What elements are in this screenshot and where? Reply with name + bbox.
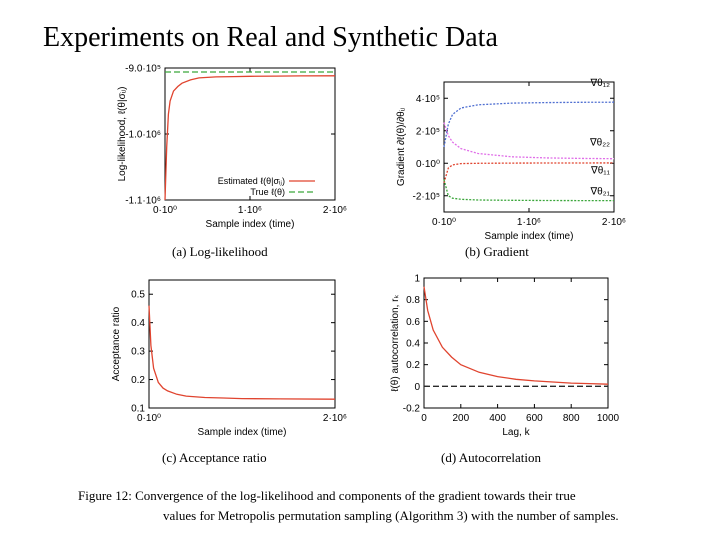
series-line [148,305,336,400]
y-tick-label: -0.2 [403,404,421,415]
x-tick-label: 0·10⁰ [153,205,177,216]
x-tick-label: 0·10⁰ [137,413,161,424]
caption-autocorrelation: (d) Autocorrelation [441,450,541,465]
plot-frame [443,81,615,213]
caption-acceptance-ratio: (c) Acceptance ratio [162,450,267,465]
series-line [443,162,615,183]
plot-frame [423,277,609,409]
y-axis-label: Log-likelihood, ℓ(θ|σᵢⱼ) [117,87,128,182]
chart-gradient: 4·10⁵ 2·10⁵ 0·10⁰ -2·10⁵ 0·10⁰ 1·10⁶ 2·10⁶ Samp… [378,60,638,242]
legend-label: ∇θ₂₁ [589,187,610,198]
figure-caption: Figure 12: Convergence of the log-likeli… [78,486,658,526]
x-tick-label: 2·10⁶ [323,413,347,424]
series-line [443,122,615,160]
y-tick-label: 0.4 [131,318,145,329]
y-tick-label: 2·10⁵ [416,126,440,137]
y-tick-label: 0.1 [131,404,145,415]
y-tick-label: 0.4 [406,339,420,350]
y-tick-label: -2·10⁵ [413,191,441,202]
x-tick-label: 2·10⁶ [602,217,626,228]
y-tick-label: 1 [414,274,420,285]
y-tick-label: -1.1·10⁶ [125,196,161,207]
series-line [443,179,614,202]
y-tick-label: 0.8 [406,295,420,306]
figure-label: Figure 12: [78,488,132,503]
y-axis-label: Gradient ∂ℓ(θ)/∂θᵢⱼ [396,108,407,186]
x-tick-label: 1·10⁶ [238,205,262,216]
chart-autocorrelation: 1 0.8 0.6 0.4 0.2 0 -0.2 0 200 400 600 800 1000 Lag, … [378,268,638,448]
x-tick-label: 600 [526,413,543,424]
y-tick-label: -1.0·10⁶ [125,130,161,141]
x-tick-label: 1·10⁶ [517,217,541,228]
y-tick-label: -9.0·10⁵ [125,64,161,75]
y-tick-label: 0·10⁰ [416,159,440,170]
x-tick-label: 2·10⁶ [323,205,347,216]
x-tick-label: 0·10⁰ [432,217,456,228]
y-tick-label: 0.6 [406,317,420,328]
x-axis-label: Lag, k [502,427,530,438]
x-tick-label: 0 [421,413,427,424]
plot-frame [148,279,336,409]
y-tick-label: 0.2 [406,360,420,371]
legend-label: ∇θ₁₂ [589,78,610,89]
y-axis-label: ℓ(θ) autocorrelation, rₖ [390,294,401,392]
y-tick-label: 0.2 [131,375,145,386]
chart-acceptance-ratio: 0.5 0.4 0.3 0.2 0.1 0·10⁰ 2·10⁶ Sample index (t… [95,268,347,448]
series-line [443,101,615,148]
caption-log-likelihood: (a) Log-likelihood [172,244,268,259]
x-tick-label: 800 [563,413,580,424]
x-tick-label: 400 [489,413,506,424]
x-tick-label: 200 [452,413,469,424]
x-axis-label: Sample index (time) [198,427,287,438]
chart-log-likelihood: -9.0·10⁵ -1.0·10⁶ -1.1·10⁶ 0·10⁰ 1·10⁶ 2·10⁶ S… [95,60,347,242]
legend-label: ∇θ₁₁ [590,165,611,176]
x-tick-label: 1000 [597,413,620,424]
legend-label: Estimated ℓ(θ|σᵢⱼ) [218,176,285,186]
slide-title: Experiments on Real and Synthetic Data [43,22,498,53]
y-tick-label: 0.5 [131,290,145,301]
y-tick-label: 4·10⁵ [416,94,440,105]
figure-caption-line2: values for Metropolis permutation sampli… [163,508,619,523]
series-line [423,286,609,385]
legend-label: ∇θ₂₂ [589,138,610,149]
x-axis-label: Sample index (time) [206,219,295,230]
y-tick-label: 0 [414,382,420,393]
caption-gradient: (b) Gradient [465,244,529,259]
y-axis-label: Acceptance ratio [111,306,122,381]
legend-label: True ℓ(θ) [250,187,285,197]
y-tick-label: 0.3 [131,347,145,358]
figure-caption-line1: Convergence of the log-likelihood and co… [135,488,576,503]
series-line [164,75,336,201]
x-axis-label: Sample index (time) [485,231,574,242]
